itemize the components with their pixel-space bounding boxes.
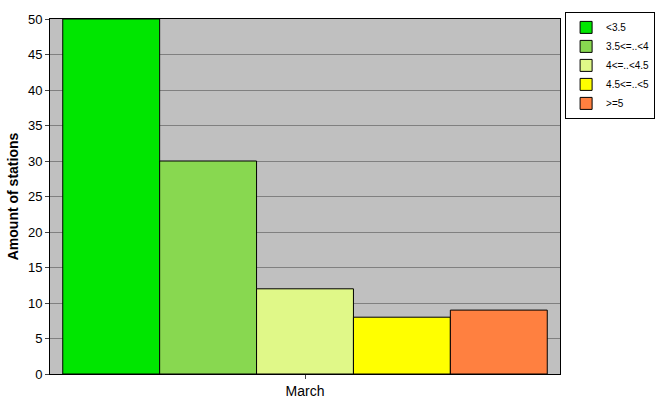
svg-text:5: 5 [35,331,42,346]
svg-text:30: 30 [28,154,42,169]
svg-text:4.5<=..<5: 4.5<=..<5 [606,79,649,90]
svg-text:15: 15 [28,260,42,275]
svg-text:3.5<=..<4: 3.5<=..<4 [606,41,649,52]
svg-text:Amount of stations: Amount of stations [5,133,21,261]
svg-text:40: 40 [28,83,42,98]
svg-text:10: 10 [28,296,42,311]
svg-text:<3.5: <3.5 [606,22,626,33]
svg-text:45: 45 [28,47,42,62]
svg-text:25: 25 [28,189,42,204]
svg-text:35: 35 [28,118,42,133]
svg-text:0: 0 [35,367,42,382]
svg-text:March: March [286,383,325,399]
svg-text:50: 50 [28,12,42,27]
svg-text:>=5: >=5 [606,98,624,109]
svg-text:20: 20 [28,225,42,240]
svg-text:4<=..<4.5: 4<=..<4.5 [606,60,649,71]
